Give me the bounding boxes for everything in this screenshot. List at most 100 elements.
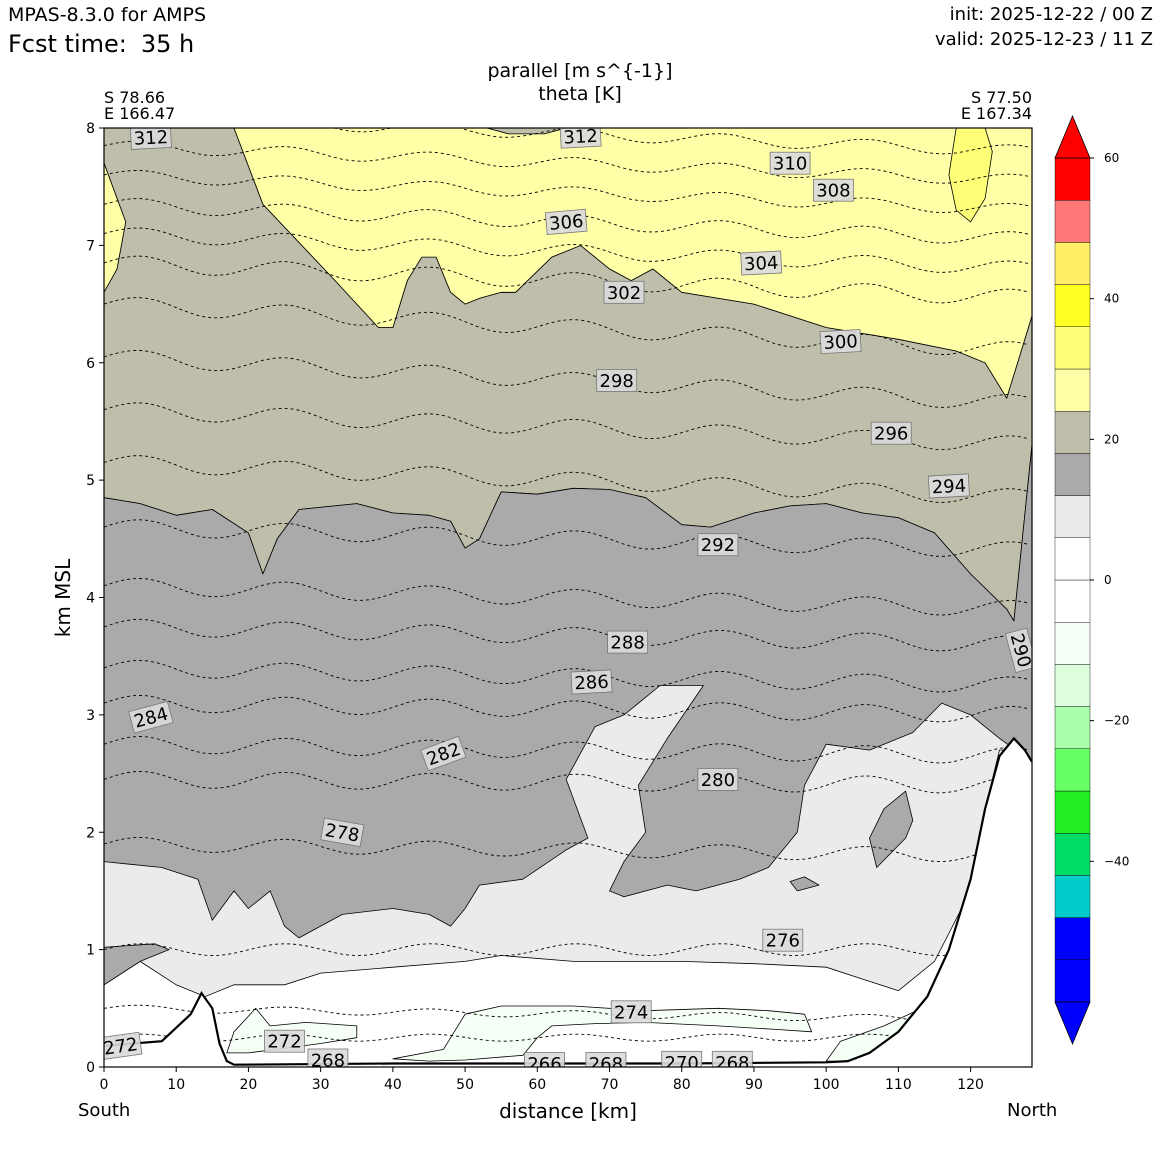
contour-label-box [607,630,648,654]
theta-contour-288 [104,618,1029,652]
theta-contour-308 [104,170,1029,214]
contour-label-text: 276 [766,931,800,952]
contour-label-box [129,128,172,150]
colorbar-extend-top [1054,114,1091,159]
contour-label-text: 312 [133,127,168,150]
colorbar-segment-4 [1054,790,1091,834]
x-tick-label: 50 [456,1077,474,1093]
theta-contour-276 [104,943,1029,956]
theta-contour-306 [104,198,1029,244]
colorbar-extend-bottom [1054,1001,1091,1046]
contour-label-25: 268 [585,1052,627,1075]
contour-label-text: 294 [931,476,966,499]
theta-contour-302 [104,255,1029,304]
colorbar-segment-13 [1054,411,1091,454]
contour-label-text: 266 [527,1054,561,1075]
colorbar-segment-5 [1054,748,1091,792]
contour-label-10: 294 [927,473,970,499]
theta-contour-274 [104,1004,1029,1023]
start-latitude: S 78.66 [104,88,166,107]
colorbar-segment-19 [1054,157,1091,201]
colorbar-segment-6 [1054,706,1091,749]
contour-label-27: 268 [711,1050,753,1067]
y-tick-label: 8 [86,121,95,137]
colorbar-segment-3 [1054,833,1091,876]
theta-contour-300 [104,297,1029,356]
y-tick-label: 3 [86,708,95,724]
theta-contour-290 [104,578,1029,616]
colorbar-segment-1 [1054,917,1091,960]
contour-label-box [544,208,588,236]
contour-label-21: 272 [104,1031,143,1061]
y-tick-label: 5 [86,473,95,489]
contour-label-box [697,768,739,791]
x-tick-label: 120 [957,1077,984,1093]
contour-label-2: 310 [769,151,811,175]
contour-label-text: 306 [548,211,584,235]
contour-label-4: 306 [544,208,588,236]
north-end-label: North [1007,1100,1058,1121]
contour-label-text: 272 [267,1032,301,1053]
contour-label-box [740,250,783,276]
model-title: MPAS-8.3.0 for AMPS [8,4,207,26]
x-tick-label: 10 [167,1077,185,1093]
start-longitude: E 166.47 [104,104,176,123]
x-tick-label: 80 [673,1077,691,1093]
wind-fill-30-35 [948,128,993,223]
theta-contour-294 [104,455,1029,503]
colorbar-segment-15 [1054,326,1091,370]
contour-label-box [870,421,912,445]
contour-label-text: 310 [773,154,807,175]
contour-label-text: 268 [589,1054,623,1075]
contour-label-box [711,1050,753,1067]
x-tick-label: 100 [813,1077,840,1093]
colorbar-segment-12 [1054,453,1091,496]
chart-subtitle: theta [K] [538,83,622,105]
contour-label-6: 302 [603,280,645,304]
contour-label-text: 286 [574,672,609,695]
colorbar-tick-label: 60 [1104,151,1119,165]
contour-label-22: 272 [264,1029,305,1053]
colorbar-segment-2 [1054,875,1091,918]
theta-contour-280 [104,770,1029,794]
contour-label-box [264,1029,305,1053]
contour-label-box [320,817,365,848]
contour-label-1: 312 [559,128,602,149]
contour-label-box [307,1048,349,1067]
colorbar-segment-14 [1054,368,1091,412]
contour-label-box [762,928,804,952]
x-tick-label: 60 [528,1077,546,1093]
forecast-time: Fcst time: 35 h [8,32,194,56]
contour-label-11: 292 [697,533,739,556]
contour-label-24: 266 [524,1052,565,1075]
theta-contour-298 [104,350,1029,408]
contour-label-text: 298 [600,371,634,392]
y-tick-label: 2 [86,825,95,841]
contour-label-text: 304 [744,253,779,276]
contour-label-text: 302 [607,283,641,304]
init-time: init: 2025-12-22 / 00 Z [949,4,1153,25]
colorbar-segment-18 [1054,199,1091,243]
theta-contour-292 [104,519,1029,557]
theta-contour-304 [104,227,1029,273]
contour-label-box [596,368,638,392]
chart-title: parallel [m s^{-1}] [487,60,673,82]
contour-label-text: 280 [701,770,735,791]
colorbar-segment-10 [1054,537,1091,581]
contour-label-15: 284 [128,700,174,734]
contour-label-0: 312 [129,127,172,150]
colorbar-tick-label: −40 [1104,854,1129,868]
colorbar-segment-9 [1054,579,1091,623]
contour-label-20: 274 [610,1000,652,1023]
theta-contour-272 [104,1033,1029,1042]
contour-label-box [585,1052,627,1067]
contour-label-17: 280 [697,768,739,791]
contour-label-text: 296 [874,424,908,445]
terrain-line [104,736,1032,1066]
contour-label-text: 268 [311,1051,345,1072]
valid-time: valid: 2025-12-23 / 11 Z [935,29,1153,50]
theta-contour-310 [104,140,1029,184]
contour-label-14: 286 [570,669,613,695]
contour-label-text: 274 [614,1002,648,1023]
x-tick-label: 0 [100,1077,109,1093]
